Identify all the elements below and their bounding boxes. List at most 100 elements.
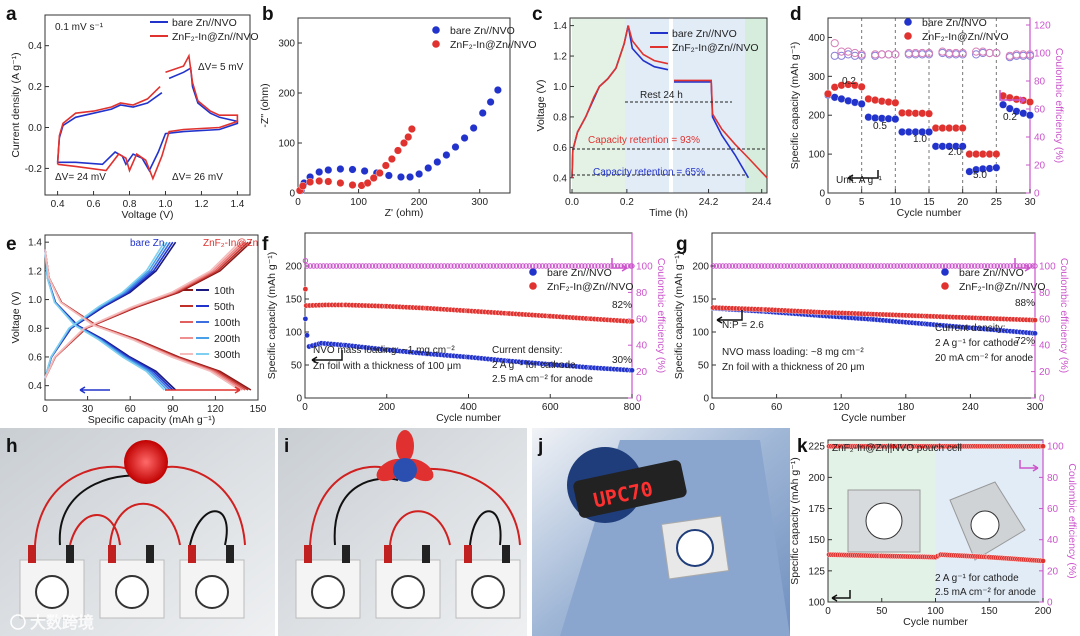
clip (342, 545, 350, 563)
y-tick-label: 125 (808, 566, 825, 577)
data-point (992, 163, 1001, 172)
chart-d (824, 17, 1035, 194)
x-tick-label: 0.0 (565, 197, 579, 208)
data-point (810, 263, 816, 269)
data-point (552, 263, 559, 269)
y-tick-label: 1.0 (28, 295, 42, 306)
annotation: 2.0 (948, 147, 962, 158)
data-point (458, 263, 464, 269)
x-tick-label: 0 (42, 404, 48, 415)
data-point (891, 263, 897, 269)
data-point (366, 263, 372, 269)
data-point (878, 263, 884, 269)
data-point (992, 150, 1001, 159)
data-point (516, 263, 523, 269)
chart-f (302, 232, 635, 399)
data-point (1025, 50, 1035, 59)
data-point (336, 164, 345, 173)
y-tick-label: 0.4 (28, 41, 42, 52)
x-tick-label: 90 (167, 404, 179, 415)
data-point (920, 263, 926, 269)
x-tick-label: 0.2 (620, 197, 634, 208)
data-point (907, 263, 913, 269)
data-point (441, 263, 448, 269)
data-point (723, 263, 729, 269)
data-point (402, 263, 408, 269)
data-point (298, 181, 307, 190)
ce-axis-arrow-icon (999, 90, 1026, 104)
legend-marker (904, 18, 912, 26)
data-point (471, 263, 477, 269)
data-point (826, 263, 833, 269)
data-point (493, 85, 502, 94)
capacity-axis-arrow-icon (716, 310, 743, 324)
data-point (985, 150, 994, 159)
legend-label: 50th (214, 301, 235, 313)
annotation: 30% (612, 355, 632, 366)
y2-tick-label: 100 (1034, 49, 1051, 60)
data-point (958, 48, 967, 58)
data-point (955, 263, 962, 269)
y-tick-label: 200 (278, 89, 295, 100)
legend-marker (432, 40, 440, 48)
data-point (406, 172, 415, 181)
data-point (918, 109, 927, 118)
y-tick-label: 0.6 (28, 352, 42, 363)
data-point (930, 263, 936, 269)
legend-label: bare Zn//NVO (959, 267, 1024, 279)
chart-c (569, 16, 768, 195)
data-point (951, 124, 960, 133)
chart-e (44, 234, 259, 401)
data-point (425, 263, 431, 269)
y-axis-label: Current density (A g⁻¹) (10, 52, 22, 157)
y2-tick-label: 60 (1039, 314, 1051, 325)
x-tick-label: 60 (125, 404, 137, 415)
data-point (864, 113, 873, 122)
data-point (480, 263, 487, 269)
y-tick-label: 1.2 (28, 266, 42, 277)
annotation: 0.1 mV s⁻¹ (55, 22, 104, 33)
annotation: ΔV= 24 mV (55, 172, 106, 183)
data-point (999, 100, 1008, 109)
y2-tick-label: 80 (1039, 288, 1051, 299)
annotation: Zn foil with a thickness of 20 μm (722, 362, 865, 373)
chart-a (44, 14, 251, 196)
data-point (975, 263, 981, 269)
y2-tick-label: 40 (1047, 535, 1059, 546)
data-point (323, 263, 330, 269)
clip (226, 545, 234, 563)
annotation: Current density: (492, 345, 563, 356)
data-point (942, 263, 949, 269)
data-point (771, 263, 778, 269)
arrow-icon (165, 386, 241, 394)
legend-label: ZnF₂-In@Zn//NVO (172, 31, 259, 43)
data-point (433, 157, 442, 166)
data-point (910, 263, 917, 269)
data-point (592, 263, 598, 269)
data-point (959, 263, 965, 269)
logo-icon (865, 502, 903, 540)
x-tick-label: 150 (981, 606, 998, 617)
panel-letter: g (676, 234, 688, 255)
y-tick-label: -0.2 (25, 164, 43, 175)
y-tick-label: 300 (278, 39, 295, 50)
data-point (363, 178, 372, 187)
x-tick-label: 300 (1027, 402, 1044, 413)
y-tick-label: 1.4 (28, 238, 42, 249)
y-axis-label: Specific capacity (mAh g⁻¹) (789, 42, 801, 170)
y-tick-label: 200 (808, 111, 825, 122)
data-point (833, 263, 839, 269)
data-point (992, 48, 1001, 58)
annotation: Rest 24 h (640, 90, 683, 101)
data-point (939, 263, 946, 269)
data-point (330, 263, 336, 269)
x-axis-label: Specific capacity (mAh g⁻¹) (88, 414, 216, 426)
data-point (381, 161, 390, 170)
x-axis-label: Z' (ohm) (385, 207, 424, 219)
data-point (1007, 263, 1013, 269)
data-point (830, 51, 839, 60)
data-point (306, 177, 315, 186)
data-point (898, 108, 907, 117)
legend-marker (941, 282, 949, 290)
fan-motor (393, 458, 417, 482)
